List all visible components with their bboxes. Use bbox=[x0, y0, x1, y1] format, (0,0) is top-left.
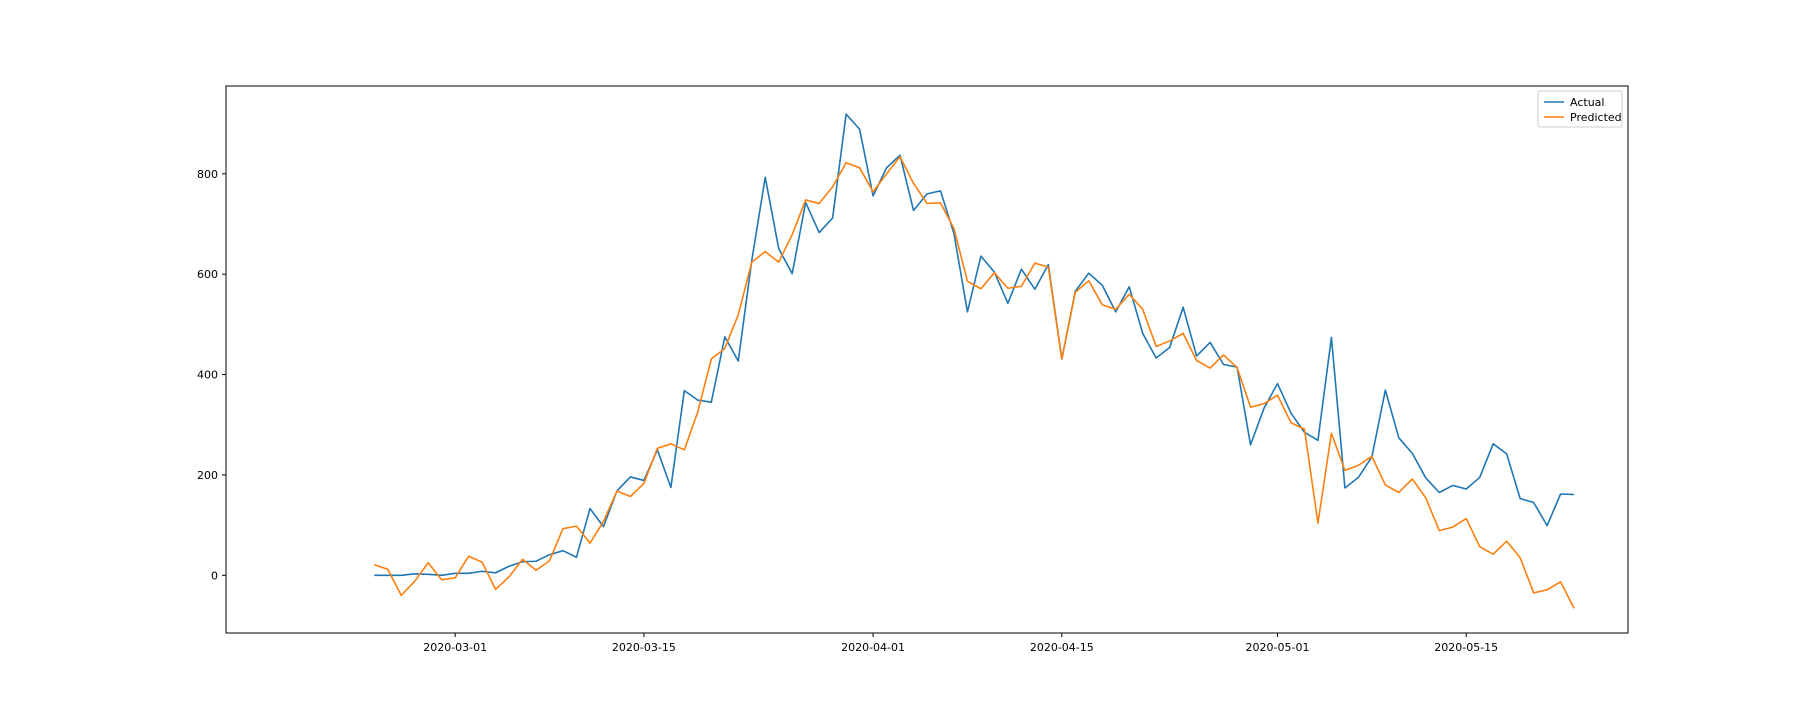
y-tick-label: 600 bbox=[197, 268, 218, 281]
x-tick-label: 2020-04-01 bbox=[841, 641, 905, 654]
x-tick-label: 2020-05-01 bbox=[1246, 641, 1310, 654]
series-line-predicted bbox=[374, 155, 1575, 609]
y-tick-label: 400 bbox=[197, 369, 218, 382]
x-tick-label: 2020-05-15 bbox=[1434, 641, 1498, 654]
x-tick-label: 2020-03-15 bbox=[612, 641, 676, 654]
legend-label-predicted: Predicted bbox=[1570, 111, 1622, 124]
y-tick-label: 200 bbox=[197, 469, 218, 482]
legend: Actual Predicted bbox=[1537, 90, 1623, 128]
series-line-actual bbox=[374, 113, 1575, 577]
plot-area bbox=[225, 85, 1629, 634]
x-tick-label: 2020-03-01 bbox=[423, 641, 487, 654]
x-axis: 2020-03-01 2020-03-15 2020-04-01 2020-04-15… bbox=[423, 633, 1498, 654]
plot-frame bbox=[225, 85, 1629, 634]
y-axis: 0 200 400 600 800 bbox=[197, 168, 226, 582]
legend-box bbox=[1537, 90, 1623, 128]
series-layer bbox=[374, 113, 1575, 609]
x-tick-label: 2020-04-15 bbox=[1030, 641, 1094, 654]
y-tick-label: 0 bbox=[211, 569, 218, 582]
legend-label-actual: Actual bbox=[1570, 96, 1604, 109]
y-tick-label: 800 bbox=[197, 168, 218, 181]
